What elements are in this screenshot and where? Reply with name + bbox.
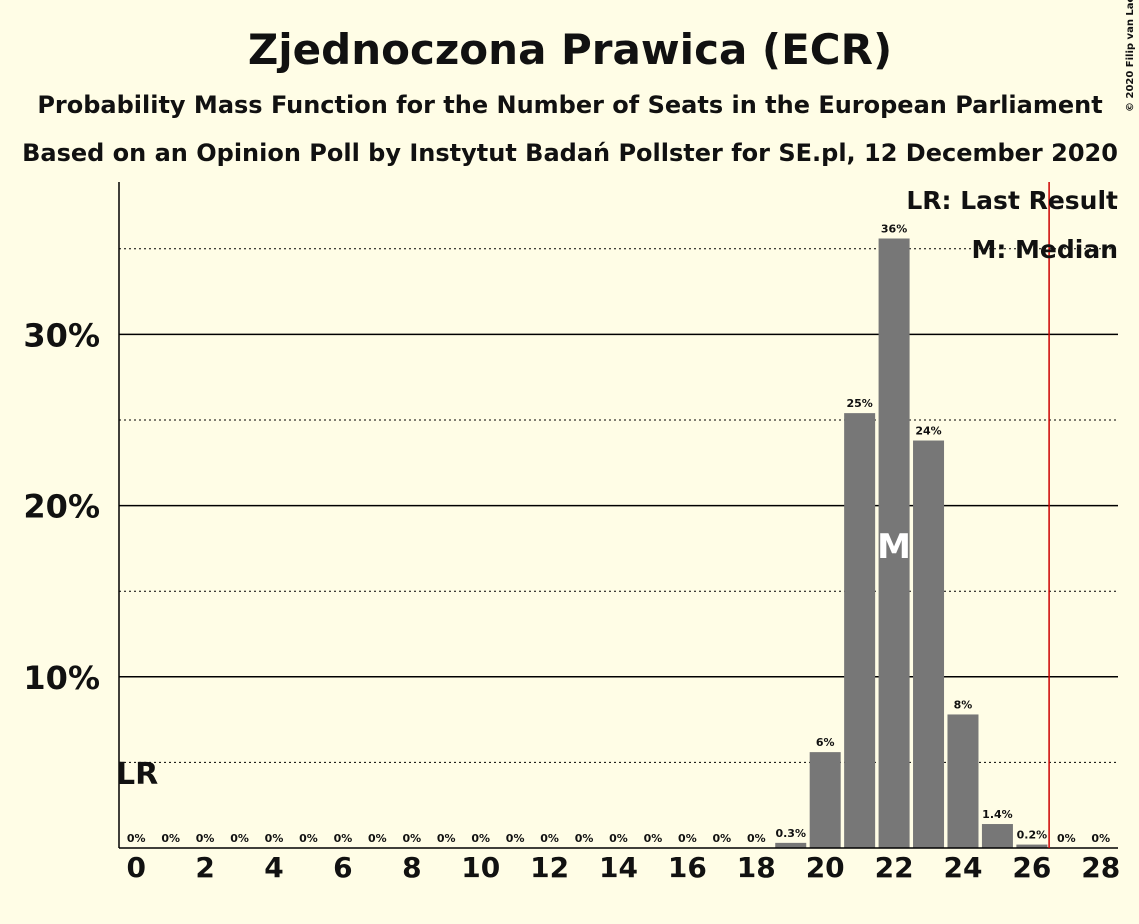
value-label: 8% (954, 698, 973, 711)
value-label: 25% (846, 397, 872, 410)
value-label: 0% (678, 832, 697, 845)
chart-subtitle: Based on an Opinion Poll by Instytut Bad… (22, 139, 1118, 167)
value-label: 0% (196, 832, 215, 845)
value-label: 0.2% (1017, 829, 1048, 842)
bar (981, 824, 1013, 848)
value-label: 0% (161, 832, 180, 845)
value-label: 0% (368, 832, 387, 845)
bar (913, 440, 945, 848)
bar (775, 842, 807, 848)
x-tick-label: 18 (737, 851, 776, 884)
x-tick-label: 6 (333, 851, 352, 884)
value-label: 0% (471, 832, 490, 845)
bar (1016, 844, 1048, 848)
value-label: 6% (816, 736, 835, 749)
value-label: 0% (644, 832, 663, 845)
legend-entry: LR: Last Result (906, 186, 1118, 215)
value-label: 0% (265, 832, 284, 845)
value-label: 0% (437, 832, 456, 845)
value-label: 0% (1091, 832, 1110, 845)
x-tick-label: 8 (402, 851, 421, 884)
x-tick-label: 10 (461, 851, 500, 884)
x-tick-label: 26 (1012, 851, 1051, 884)
x-tick-label: 12 (530, 851, 569, 884)
bar (947, 714, 979, 848)
copyright: © 2020 Filip van Laenen (1125, 0, 1136, 112)
x-tick-label: 16 (668, 851, 707, 884)
x-tick-label: 4 (264, 851, 283, 884)
value-label: 0% (299, 832, 318, 845)
value-label: 24% (915, 425, 941, 438)
x-tick-label: 14 (599, 851, 638, 884)
x-tick-label: 28 (1081, 851, 1120, 884)
value-label: 1.4% (982, 808, 1013, 821)
value-label: 0% (609, 832, 628, 845)
bar (844, 413, 876, 848)
median-label: M (877, 527, 911, 567)
value-label: 0% (230, 832, 249, 845)
value-label: 0% (1057, 832, 1076, 845)
value-label: 0% (575, 832, 594, 845)
x-tick-label: 20 (806, 851, 845, 884)
value-label: 0% (127, 832, 146, 845)
value-label: 0% (540, 832, 559, 845)
value-label: 36% (881, 222, 907, 235)
bar (809, 752, 841, 848)
chart-title: Zjednoczona Prawica (ECR) (248, 25, 892, 74)
x-tick-label: 24 (943, 851, 982, 884)
legend-entry: M: Median (971, 235, 1118, 264)
x-tick-label: 2 (195, 851, 214, 884)
value-label: 0% (334, 832, 353, 845)
y-tick-label: 30% (23, 316, 100, 354)
bar (878, 238, 910, 848)
value-label: 0% (506, 832, 525, 845)
x-tick-label: 22 (875, 851, 914, 884)
chart-subtitle: Probability Mass Function for the Number… (37, 91, 1102, 119)
y-tick-label: 20% (23, 488, 100, 526)
y-tick-label: 10% (23, 659, 100, 697)
value-label: 0.3% (775, 827, 806, 840)
last-result-label: LR (116, 757, 158, 792)
value-label: 0% (747, 832, 766, 845)
value-label: 0% (402, 832, 421, 845)
x-tick-label: 0 (126, 851, 145, 884)
value-label: 0% (713, 832, 732, 845)
